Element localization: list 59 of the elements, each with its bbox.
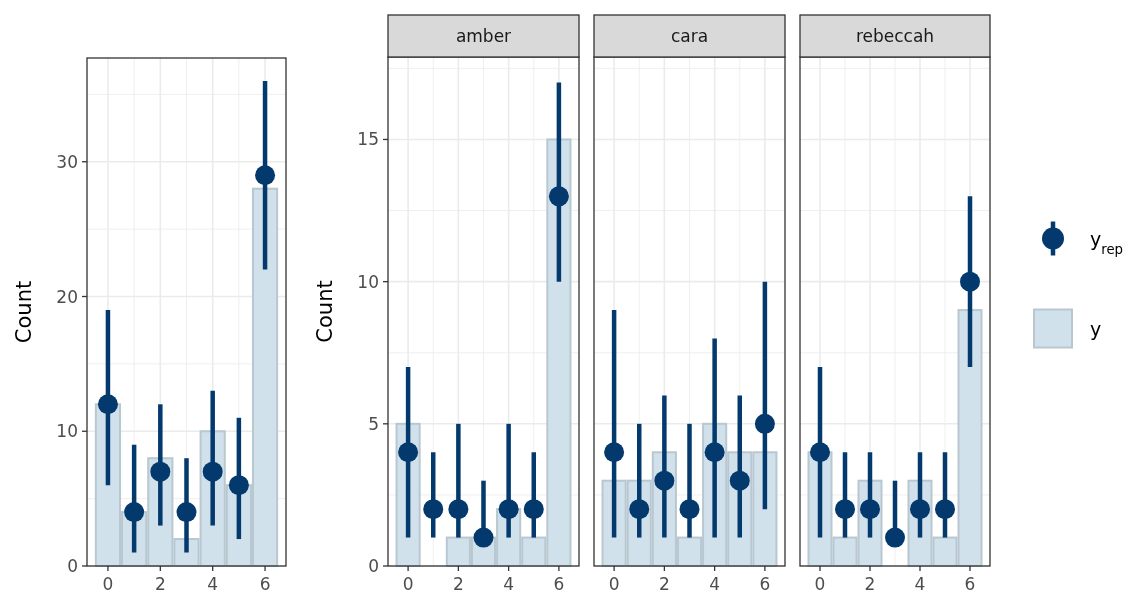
point — [448, 499, 469, 520]
point — [398, 442, 419, 463]
x-tick-label: 2 — [658, 574, 670, 594]
x-tick-label: 4 — [709, 574, 721, 594]
y-axis-title: Count — [12, 280, 36, 344]
point — [885, 527, 905, 548]
point — [228, 475, 249, 496]
y-tick-label: 10 — [56, 421, 78, 442]
chart-title: cara — [670, 26, 709, 46]
y-tick-label: 5 — [368, 413, 379, 434]
x-tick-label: 2 — [154, 574, 166, 594]
y-tick-label: 0 — [67, 556, 78, 576]
point — [473, 527, 494, 548]
point — [124, 502, 145, 523]
x-tick-label: 2 — [452, 574, 464, 594]
point — [255, 165, 276, 186]
x-tick-label: 2 — [864, 574, 876, 594]
point — [523, 499, 544, 520]
point — [176, 502, 197, 523]
point — [679, 499, 700, 520]
y-axis-title: Count — [313, 280, 337, 343]
point — [548, 186, 569, 207]
x-tick-label: 0 — [402, 574, 414, 594]
point — [860, 499, 880, 520]
x-tick-label: 6 — [553, 574, 565, 594]
point — [498, 499, 519, 520]
point — [729, 470, 750, 491]
point — [835, 499, 855, 520]
y-tick-label: 0 — [368, 556, 379, 576]
x-tick-label: 6 — [759, 574, 771, 594]
point — [423, 499, 444, 520]
point — [150, 461, 171, 482]
point — [97, 394, 118, 415]
chart-title: amber — [455, 26, 512, 46]
point — [202, 461, 223, 482]
point — [960, 271, 980, 292]
point — [704, 442, 725, 463]
point — [629, 499, 650, 520]
x-tick-label: 4 — [914, 574, 926, 594]
point — [910, 499, 930, 520]
x-tick-label: 6 — [964, 574, 976, 594]
point — [810, 442, 830, 463]
x-tick-label: 4 — [207, 574, 219, 594]
x-tick-label: 6 — [259, 574, 271, 594]
x-tick-label: 0 — [814, 574, 826, 594]
point — [754, 413, 775, 434]
point — [935, 499, 955, 520]
chart-title: rebeccah — [855, 26, 935, 46]
legend-label: y$_{rep}$ — [1090, 227, 1124, 256]
y-tick-label: 30 — [56, 151, 78, 172]
point — [654, 470, 675, 491]
y-tick-label: 20 — [56, 286, 78, 307]
point — [604, 442, 625, 463]
y-tick-label: 10 — [357, 271, 379, 292]
x-tick-label: 0 — [608, 574, 620, 594]
x-tick-label: 0 — [102, 574, 114, 594]
y-tick-label: 15 — [357, 129, 379, 150]
x-tick-label: 4 — [503, 574, 515, 594]
legend-label: y — [1090, 317, 1102, 340]
